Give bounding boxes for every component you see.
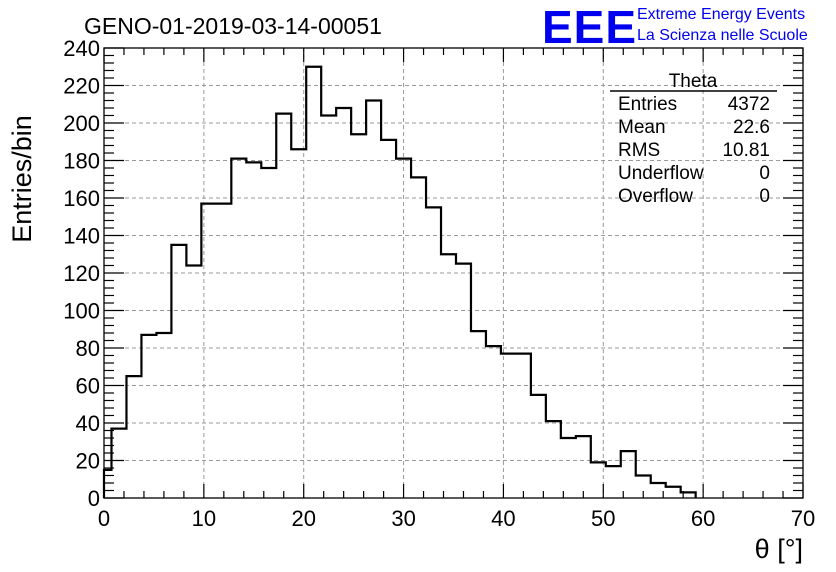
x-tick-label: 20: [291, 506, 315, 531]
stats-value: 0: [759, 163, 770, 184]
x-tick-label: 10: [192, 506, 216, 531]
stats-title: Theta: [669, 71, 718, 92]
stats-label: Mean: [618, 117, 666, 138]
stats-label: Entries: [618, 94, 677, 115]
y-tick-label: 0: [88, 486, 100, 511]
y-tick-label: 100: [63, 299, 100, 324]
chart-title: GENO-01-2019-03-14-00051: [84, 13, 382, 39]
stats-label: RMS: [618, 140, 660, 161]
eee-logo: EEE Extreme Energy Events La Scienza nel…: [542, 1, 808, 53]
x-tick-label: 50: [591, 506, 615, 531]
y-tick-label: 120: [63, 261, 100, 286]
y-tick-label: 180: [63, 149, 100, 174]
logo-letters: EEE: [542, 1, 637, 53]
stats-value: 4372: [728, 94, 770, 115]
y-tick-label: 200: [63, 111, 100, 136]
y-tick-label: 140: [63, 224, 100, 249]
y-tick-label: 20: [76, 449, 100, 474]
x-tick-label: 30: [391, 506, 415, 531]
plot-frame: [103, 47, 804, 499]
stats-value: 0: [759, 186, 770, 207]
y-axis-title: Entries/bin: [7, 115, 37, 243]
stats-value: 22.6: [733, 117, 770, 138]
logo-line-2: La Scienza nelle Scuole: [637, 27, 808, 44]
y-tick-label: 80: [76, 336, 100, 361]
x-tick-label: 40: [491, 506, 515, 531]
x-tick-label: 70: [791, 506, 815, 531]
x-axis-title: θ [°]: [755, 534, 803, 564]
x-tick-labels: 0 10 20 30 40 50 60 70: [98, 506, 815, 531]
y-tick-labels: 0 20 40 60 80 100 120 140 160 180 200 220 240: [63, 36, 100, 511]
y-tick-label: 60: [76, 374, 100, 399]
stats-label: Underflow: [618, 163, 704, 184]
x-tick-label: 0: [98, 506, 110, 531]
axis-ticks: [103, 47, 804, 499]
y-tick-label: 220: [63, 74, 100, 99]
y-tick-label: 160: [63, 186, 100, 211]
y-tick-label: 240: [63, 36, 100, 61]
stats-rows: Entries 4372 Mean 22.6 RMS 10.81 Underflow 0 Ove…: [618, 94, 770, 207]
stats-label: Overflow: [618, 186, 693, 207]
y-tick-label: 40: [76, 411, 100, 436]
stats-value: 10.81: [722, 140, 770, 161]
stats-box: Theta Entries 4372 Mean 22.6 RMS 10.81 Underfl…: [610, 71, 777, 207]
logo-line-1: Extreme Energy Events: [637, 6, 805, 23]
x-tick-label: 60: [691, 506, 715, 531]
grid: [104, 48, 803, 498]
histogram-series: [102, 65, 697, 498]
